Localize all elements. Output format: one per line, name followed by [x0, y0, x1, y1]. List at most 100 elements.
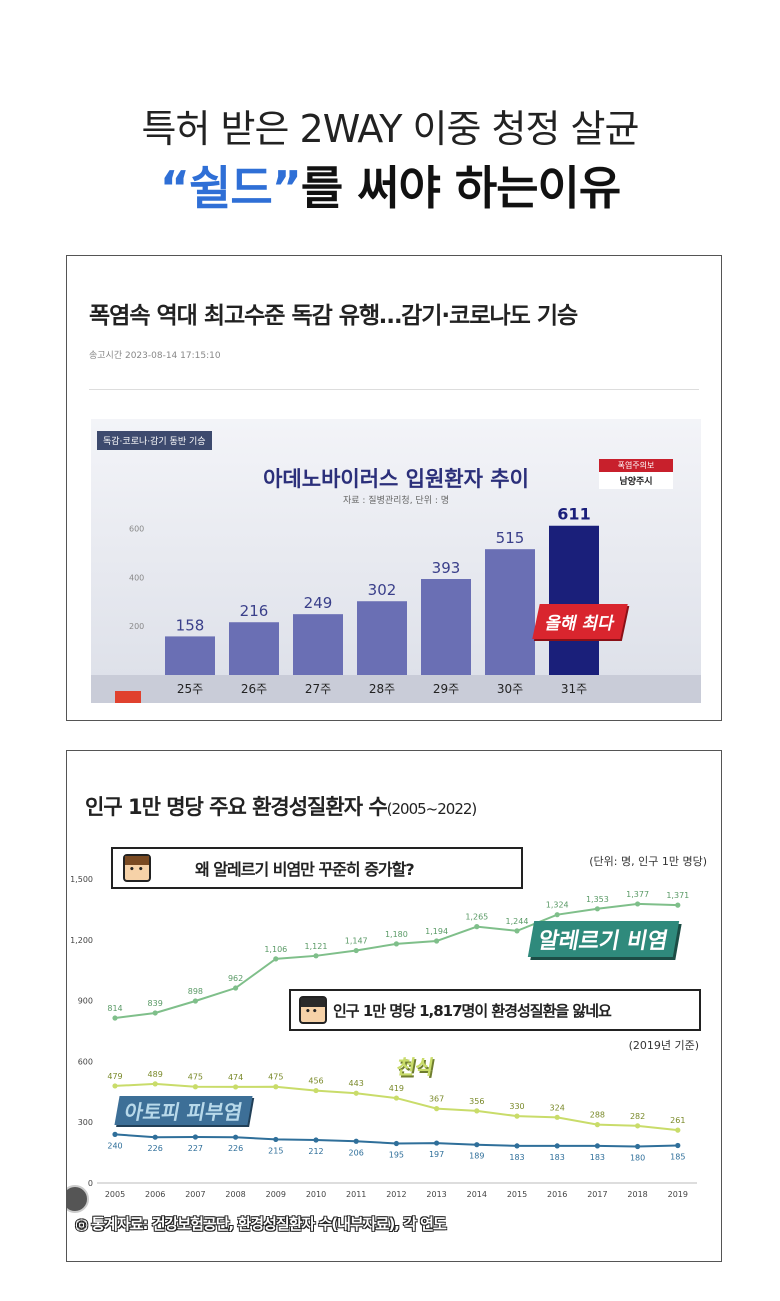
data-point [554, 1114, 560, 1120]
news-meta: 송고시간 2023-08-14 17:15:10 [89, 351, 221, 361]
stat-text: 인구 1만 명당 1,817명이 환경성질환을 앓네요 [333, 1001, 612, 1020]
face-icon [123, 854, 151, 882]
data-label: 1,194 [425, 927, 448, 936]
x-tick-label: 2006 [145, 1190, 165, 1199]
x-tick-label: 2014 [467, 1190, 487, 1199]
bar [421, 578, 471, 675]
data-label: 489 [148, 1070, 163, 1079]
data-label: 474 [228, 1073, 243, 1082]
data-label: 227 [188, 1144, 203, 1153]
data-label: 185 [670, 1153, 685, 1162]
headline-line2-rest: 를 써야 하는이유 [300, 161, 621, 215]
data-point [393, 1095, 399, 1101]
data-label: 212 [308, 1147, 323, 1156]
bar-chart: 200 400 600 158 25주 216 26주 249 27주 302 28주 393 29주 5… [129, 505, 599, 696]
data-point [233, 1134, 239, 1140]
data-label: 226 [148, 1144, 163, 1153]
data-label: 195 [389, 1150, 404, 1159]
y-tick-label: 1,500 [70, 875, 93, 884]
x-tick-label: 2005 [105, 1190, 125, 1199]
bar-chart-title: 아데노바이러스 입원환자 추이 [263, 467, 529, 491]
source-text: ◎ 통계자료: 건강보험공단, 환경성질환자 수(내부자료), 각 연도 [75, 1215, 447, 1233]
bar-value-label: 515 [496, 529, 525, 547]
news-panel: 폭염속 역대 최고수준 독감 유행…감기·코로나도 기승 송고시간 2023-0… [66, 255, 722, 721]
data-label: 183 [550, 1153, 565, 1162]
data-label: 189 [469, 1152, 484, 1161]
data-point [594, 906, 601, 912]
data-point [353, 947, 359, 954]
data-point [554, 1143, 560, 1149]
data-label: 282 [630, 1112, 645, 1121]
data-point [393, 941, 399, 947]
bar [229, 622, 279, 675]
x-tick-label: 2016 [547, 1190, 567, 1199]
data-point [514, 1143, 520, 1149]
weather-badge-top: 폭염주의보 [599, 459, 673, 472]
y-tick-label: 0 [88, 1179, 93, 1188]
bar-chart-source: 자료 : 질병관리청, 단위 : 명 [342, 496, 450, 506]
data-point [675, 902, 681, 908]
bar [549, 525, 599, 675]
data-label: 898 [188, 987, 203, 996]
data-label: 330 [509, 1102, 524, 1111]
question-text: 왜 알레르기 비염만 꾸준히 증가할? [195, 860, 415, 879]
data-label: 419 [389, 1084, 404, 1093]
news-title: 폭염속 역대 최고수준 독감 유행…감기·코로나도 기승 [89, 303, 578, 329]
bar-value-label: 611 [557, 505, 590, 524]
x-tick-label: 2008 [225, 1190, 245, 1199]
data-point [353, 1090, 359, 1096]
bar-value-label: 216 [240, 602, 269, 620]
tv-tag: 독감·코로나·감기 동반 기승 [97, 431, 212, 450]
data-point [313, 953, 319, 959]
bar-value-label: 249 [304, 594, 333, 612]
x-tick-label: 27주 [305, 682, 331, 696]
record-callout: 올해 최다 [532, 604, 629, 639]
data-point [273, 1084, 279, 1090]
atopy-label: 아토피 피부염 [114, 1096, 253, 1125]
x-tick-label: 2017 [587, 1190, 607, 1199]
y-tick-label: 600 [78, 1057, 93, 1066]
bar [485, 549, 535, 675]
data-point [273, 956, 279, 962]
data-label: 456 [308, 1077, 323, 1086]
data-label: 1,265 [465, 913, 488, 922]
data-point [233, 1084, 239, 1090]
line-chart-title-main: 인구 1만 명당 주요 환경성질환자 수 [85, 795, 388, 819]
data-label: 1,147 [345, 937, 368, 946]
allergy-label: 알레르기 비염 [527, 921, 680, 957]
bar-value-label: 393 [432, 559, 461, 577]
data-label: 1,106 [264, 945, 287, 954]
data-label: 240 [107, 1141, 122, 1150]
unit-label: (단위: 명, 인구 1만 명당) [589, 855, 707, 868]
data-label: 1,377 [626, 890, 649, 899]
data-point [313, 1087, 319, 1094]
data-point [192, 1134, 198, 1140]
y-tick-label: 600 [129, 524, 144, 533]
data-point [192, 998, 198, 1004]
data-label: 261 [670, 1116, 685, 1125]
headline-line1: 특허 받은 2WAY 이중 청정 살균 [141, 107, 640, 151]
red-marker [115, 691, 141, 703]
data-point [353, 1138, 359, 1144]
face-icon [299, 996, 327, 1024]
data-point [594, 1122, 601, 1128]
data-label: 479 [107, 1072, 122, 1081]
x-tick-label: 2011 [346, 1190, 366, 1199]
data-point [313, 1137, 319, 1143]
data-point [474, 1108, 480, 1114]
line-chart-title-range: (2005~2022) [386, 800, 478, 818]
x-tick-label: 2015 [507, 1190, 527, 1199]
line-chart-title: 인구 1만 명당 주요 환경성질환자 수(2005~2022) [85, 791, 478, 821]
data-point [675, 1142, 681, 1149]
data-label: 183 [590, 1153, 605, 1162]
data-point [393, 1140, 399, 1147]
data-label: 1,371 [666, 891, 689, 900]
data-label: 180 [630, 1154, 645, 1163]
data-label: 367 [429, 1095, 444, 1104]
data-point [112, 1131, 118, 1137]
x-tick-label: 2007 [185, 1190, 205, 1199]
data-point [594, 1143, 601, 1149]
bar [165, 636, 215, 675]
data-label: 839 [148, 999, 163, 1008]
data-point [675, 1127, 681, 1133]
